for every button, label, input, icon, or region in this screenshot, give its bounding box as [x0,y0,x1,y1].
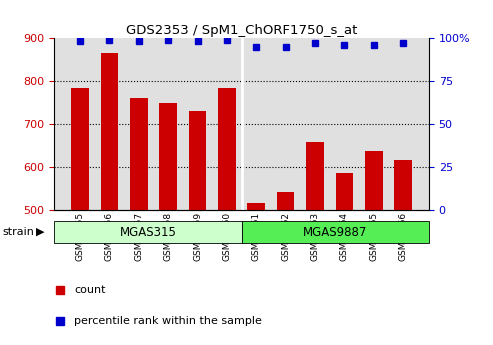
Title: GDS2353 / SpM1_ChORF1750_s_at: GDS2353 / SpM1_ChORF1750_s_at [126,24,357,37]
Bar [101,53,118,210]
Bar [242,221,429,243]
Bar [277,192,294,210]
Text: MGAS315: MGAS315 [119,226,176,238]
Text: strain: strain [2,227,35,237]
Bar [159,103,177,210]
Bar [71,88,89,210]
Bar [130,98,147,210]
Bar [336,172,353,210]
Bar [365,151,383,210]
Text: percentile rank within the sample: percentile rank within the sample [74,316,262,326]
Text: count: count [74,285,106,295]
Text: MGAS9887: MGAS9887 [303,226,367,238]
Text: ▶: ▶ [35,227,44,237]
Bar [189,111,207,210]
Bar [247,203,265,210]
Bar [306,142,324,210]
Bar [394,159,412,210]
Bar [54,221,242,243]
Bar [218,88,236,210]
